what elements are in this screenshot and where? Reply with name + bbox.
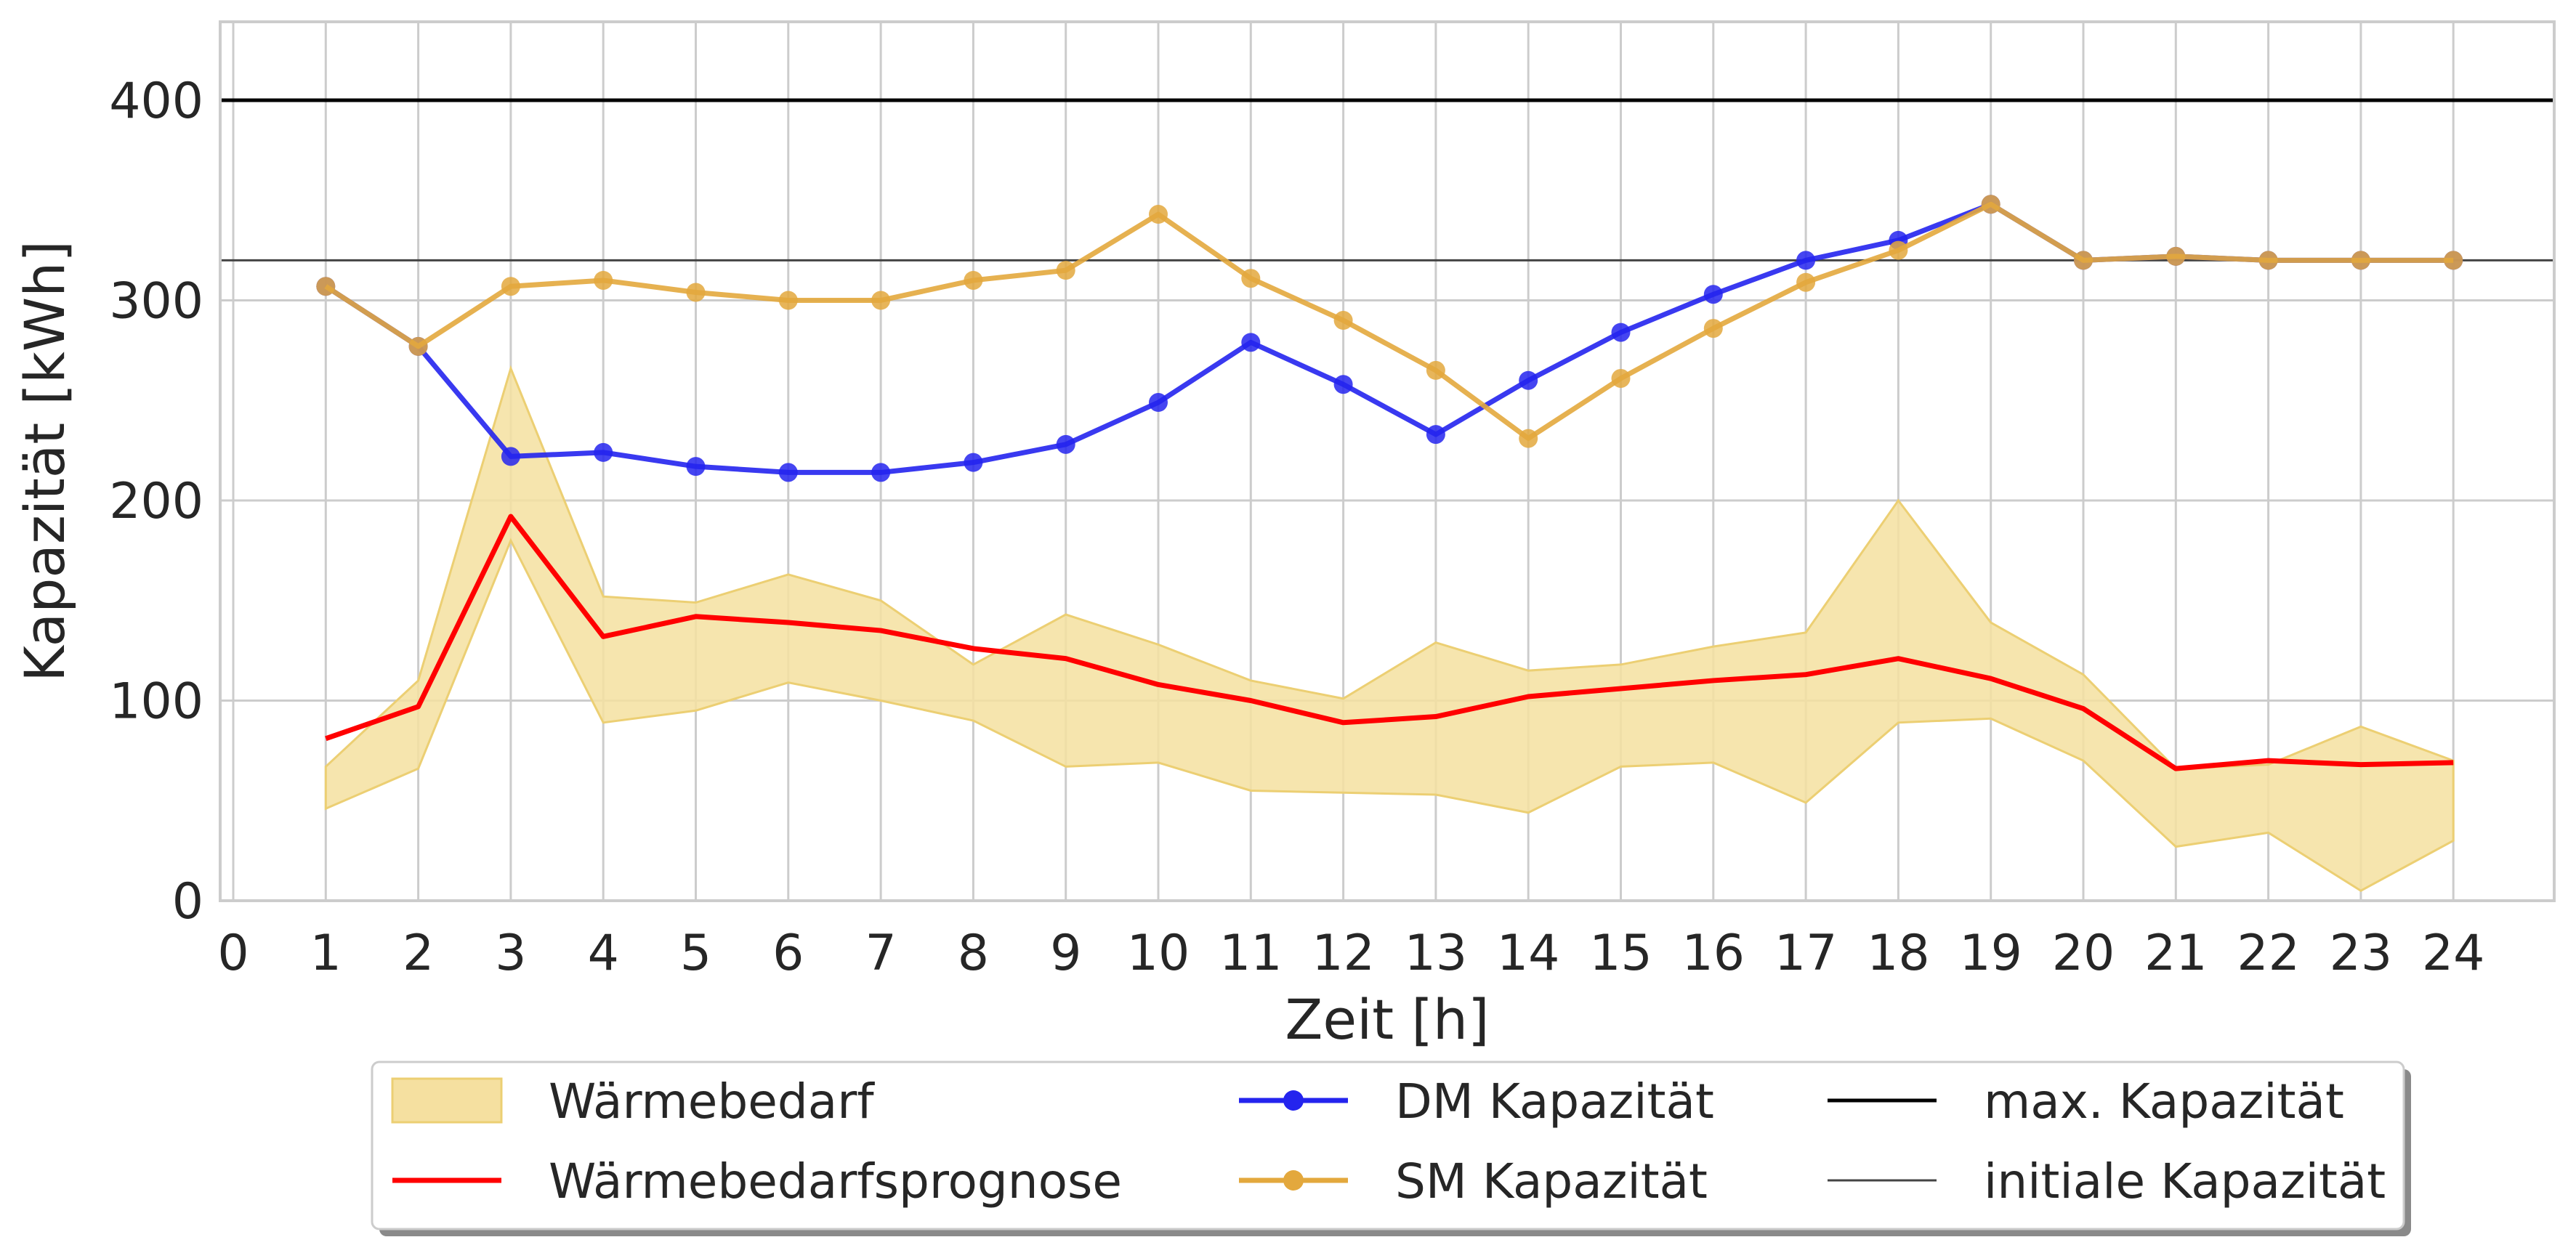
point-dm bbox=[501, 447, 520, 466]
point-dm bbox=[1519, 370, 1538, 390]
point-dm bbox=[1333, 375, 1353, 394]
point-sm bbox=[1519, 429, 1538, 448]
series-line-forecast bbox=[325, 514, 2454, 771]
y-tick-label: 0 bbox=[172, 873, 203, 930]
x-axis-label: Zeit [h] bbox=[1285, 987, 1489, 1052]
x-tick-label: 11 bbox=[1219, 925, 1283, 982]
x-tick-label: 23 bbox=[2330, 925, 2393, 982]
x-tick-label: 13 bbox=[1405, 925, 1468, 982]
x-tick-label: 14 bbox=[1497, 925, 1560, 982]
series-line-dm bbox=[324, 201, 2454, 475]
point-sm bbox=[1889, 240, 1908, 260]
point-sm bbox=[1149, 205, 1168, 224]
legend-marker-sm-kapazit-t bbox=[1283, 1170, 1304, 1191]
x-tick-label: 7 bbox=[865, 925, 896, 982]
x-tick-label: 4 bbox=[588, 925, 619, 982]
x-tick-label: 10 bbox=[1127, 925, 1190, 982]
x-tick-label: 15 bbox=[1589, 925, 1652, 982]
point-dm bbox=[1796, 251, 1816, 270]
point-dm bbox=[1611, 323, 1631, 342]
x-tick-label: 16 bbox=[1682, 925, 1745, 982]
point-sm bbox=[1426, 360, 1445, 380]
x-tick-label: 18 bbox=[1867, 925, 1930, 982]
point-dm bbox=[1241, 333, 1261, 352]
x-tick-label: 2 bbox=[403, 925, 434, 982]
legend-label: DM Kapazität bbox=[1395, 1074, 1714, 1130]
point-sm bbox=[2258, 251, 2278, 270]
point-dm bbox=[871, 463, 891, 482]
legend-frame bbox=[371, 1061, 2405, 1230]
point-dm bbox=[1703, 285, 1723, 304]
point-sm bbox=[1796, 272, 1816, 292]
point-sm bbox=[1241, 269, 1261, 288]
x-tick-label: 22 bbox=[2237, 925, 2300, 982]
point-sm bbox=[2166, 246, 2186, 266]
point-sm bbox=[594, 270, 613, 290]
point-sm bbox=[964, 270, 983, 290]
y-tick-label: 400 bbox=[109, 73, 203, 130]
series-line-sm bbox=[324, 201, 2454, 442]
y-axis-label: Kapazität [kWh] bbox=[12, 240, 77, 682]
x-tick-label: 5 bbox=[680, 925, 711, 982]
point-sm bbox=[2444, 251, 2463, 270]
legend-label: initiale Kapazität bbox=[1984, 1153, 2386, 1209]
point-sm bbox=[501, 277, 520, 296]
y-tick-label: 200 bbox=[109, 473, 203, 530]
point-dm bbox=[1426, 425, 1445, 445]
legend-label: SM Kapazität bbox=[1395, 1153, 1708, 1209]
x-tick-label: 12 bbox=[1312, 925, 1375, 982]
legend: Wärmebedarf Wärmebedarfsprognose DM Kapazi… bbox=[371, 1061, 2411, 1236]
point-dm bbox=[964, 453, 983, 472]
x-tick-label: 19 bbox=[1959, 925, 2022, 982]
legend-swatch-w-rmebedarf bbox=[391, 1077, 503, 1124]
point-sm bbox=[686, 283, 706, 302]
x-tick-label: 21 bbox=[2144, 925, 2208, 982]
x-tick-label: 3 bbox=[495, 925, 526, 982]
point-sm bbox=[1981, 195, 2000, 214]
point-dm bbox=[686, 457, 706, 477]
legend-label: Wärmebedarfsprognose bbox=[549, 1153, 1122, 1209]
x-tick-label: 0 bbox=[217, 925, 249, 982]
point-sm bbox=[1611, 368, 1631, 388]
point-sm bbox=[1333, 311, 1353, 331]
x-tick-label: 20 bbox=[2052, 925, 2115, 982]
x-tick-label: 6 bbox=[772, 925, 804, 982]
y-tick-label: 300 bbox=[109, 273, 203, 331]
legend-label: max. Kapazität bbox=[1984, 1074, 2344, 1130]
point-sm bbox=[408, 336, 428, 356]
point-sm bbox=[2074, 251, 2093, 270]
plot-frame bbox=[219, 20, 2556, 902]
x-tick-label: 24 bbox=[2422, 925, 2485, 982]
point-dm bbox=[594, 442, 613, 462]
point-sm bbox=[316, 277, 336, 296]
x-tick-label: 17 bbox=[1774, 925, 1838, 982]
line-layer bbox=[220, 98, 2554, 771]
point-sm bbox=[2351, 251, 2370, 270]
legend-label: Wärmebedarf bbox=[549, 1074, 875, 1130]
x-tick-label: 9 bbox=[1050, 925, 1081, 982]
point-dm bbox=[1056, 434, 1075, 454]
x-tick-label: 8 bbox=[958, 925, 989, 982]
point-sm bbox=[1056, 261, 1075, 280]
x-tick-label: 1 bbox=[310, 925, 342, 982]
band-layer bbox=[324, 365, 2455, 892]
point-dm bbox=[778, 463, 798, 482]
legend-marker-dm-kapazit-t bbox=[1283, 1090, 1304, 1111]
x-tick-labels: 0 1 2 3 4 5 6 7 8 9 10 11 12 13 14 15 16 17 18 19 20 21 22 23 24 bbox=[217, 925, 2484, 982]
point-sm bbox=[871, 291, 891, 310]
point-sm bbox=[778, 291, 798, 310]
point-sm bbox=[1703, 319, 1723, 338]
point-dm bbox=[1149, 393, 1168, 413]
band-waermebedarf bbox=[324, 365, 2455, 892]
y-tick-labels: 0 100 200 300 400 bbox=[109, 73, 203, 930]
legend-items: Wärmebedarf Wärmebedarfsprognose DM Kapazi… bbox=[391, 1074, 2386, 1209]
y-tick-label: 100 bbox=[109, 673, 203, 731]
